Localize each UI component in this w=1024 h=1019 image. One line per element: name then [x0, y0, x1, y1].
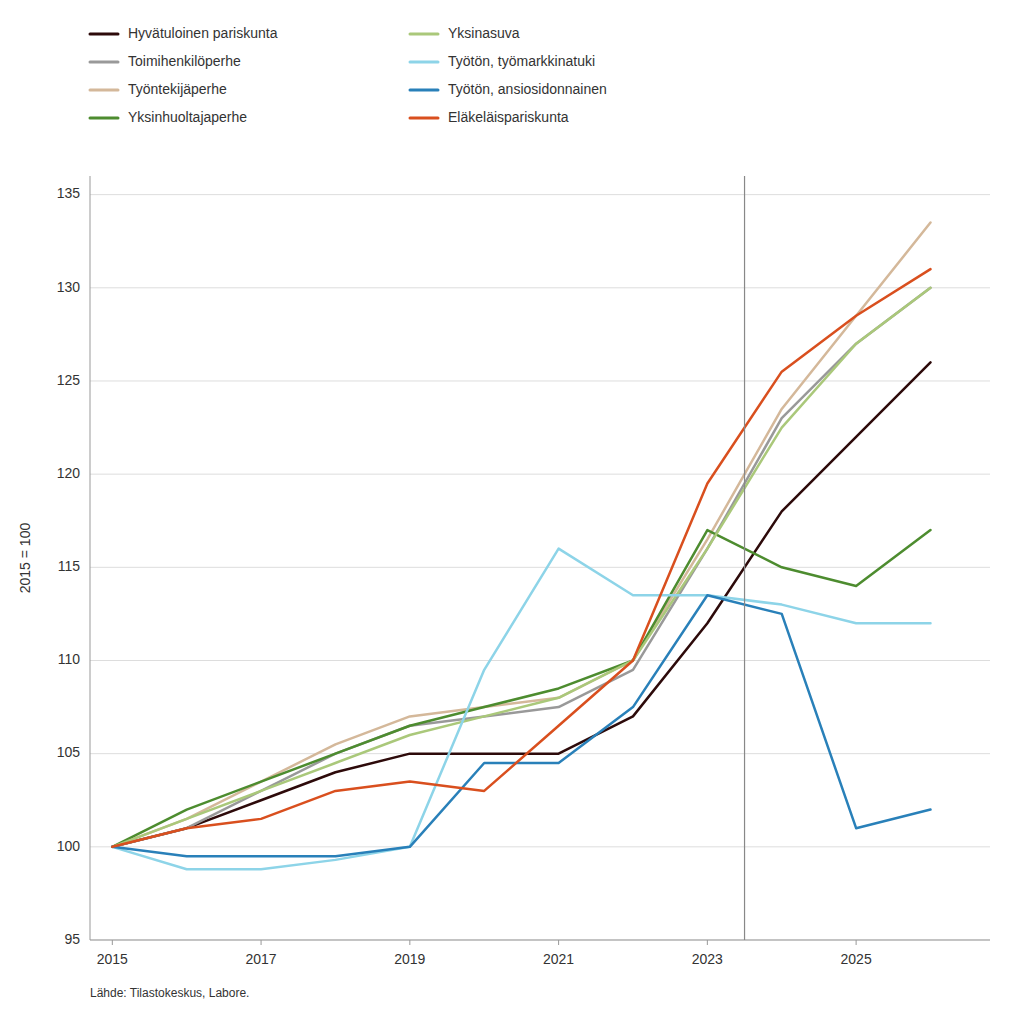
legend-swatch [90, 89, 118, 92]
grid [90, 195, 990, 940]
chart-svg: 95 100 105 110 115 120 125 130 135 2015 2017 2019 20… [0, 0, 1024, 1019]
grid-line [90, 194, 990, 195]
x-axis-line [90, 940, 990, 941]
legend-label: Eläkeläispariskunta [448, 109, 569, 125]
vertical-line [744, 176, 745, 940]
x-tick [409, 940, 410, 945]
y-tick-label: 135 [57, 185, 81, 201]
x-tick-label: 2017 [245, 951, 276, 967]
y-tick-label: 115 [58, 558, 81, 574]
legend-swatch [410, 89, 438, 92]
legend-label: Työtön, työmarkkinatuki [448, 53, 595, 69]
source-note: Lähde: Tilastokeskus, Labore. [90, 986, 249, 1000]
x-tick [856, 940, 857, 945]
legend-label: Työntekijäperhe [128, 81, 227, 97]
x-tick-label: 2015 [97, 951, 128, 967]
x-tick-label: 2019 [394, 951, 425, 967]
legend-label: Työtön, ansiosidonnainen [448, 81, 607, 97]
grid-line [90, 940, 990, 941]
y-axis-line [90, 176, 91, 940]
legend-label: Hyvätuloinen pariskunta [128, 25, 278, 41]
y-tick-label: 105 [57, 744, 81, 760]
legend-swatch [90, 117, 118, 120]
legend-swatch [90, 61, 118, 64]
plot-area [112, 176, 930, 940]
y-tick-label: 95 [64, 931, 80, 947]
grid-line [90, 287, 990, 288]
x-tick [707, 940, 708, 945]
legend-label: Toimihenkilöperhe [128, 53, 241, 69]
chart-container: 95 100 105 110 115 120 125 130 135 2015 2017 2019 20… [0, 0, 1024, 1019]
x-tick-label: 2021 [543, 951, 574, 967]
x-tick-label: 2023 [692, 951, 723, 967]
x-tick-label: 2025 [841, 951, 872, 967]
x-tick [261, 940, 262, 945]
series-line [112, 269, 930, 847]
x-tick [558, 940, 559, 945]
legend-label: Yksinasuva [448, 25, 520, 41]
y-tick-label: 110 [58, 651, 81, 667]
y-tick-label: 100 [57, 838, 81, 854]
y-tick-label: 130 [57, 279, 81, 295]
y-tick-label: 120 [57, 465, 81, 481]
grid-line [90, 567, 990, 568]
series-line [112, 362, 930, 846]
grid-line [90, 660, 990, 661]
series-line [112, 223, 930, 847]
legend: Hyvätuloinen pariskunta Toimihenkilöperhe… [90, 25, 607, 125]
legend-swatch [410, 61, 438, 64]
y-axis-label: 2015 = 100 [17, 523, 33, 594]
y-tick-label: 125 [57, 372, 81, 388]
legend-swatch [410, 117, 438, 120]
grid-line [90, 846, 990, 847]
legend-label: Yksinhuoltajaperhe [128, 109, 247, 125]
x-tick [112, 940, 113, 945]
grid-line [90, 474, 990, 475]
series-line [112, 595, 930, 856]
legend-swatch [410, 33, 438, 36]
legend-swatch [90, 33, 118, 36]
grid-line [90, 380, 990, 381]
